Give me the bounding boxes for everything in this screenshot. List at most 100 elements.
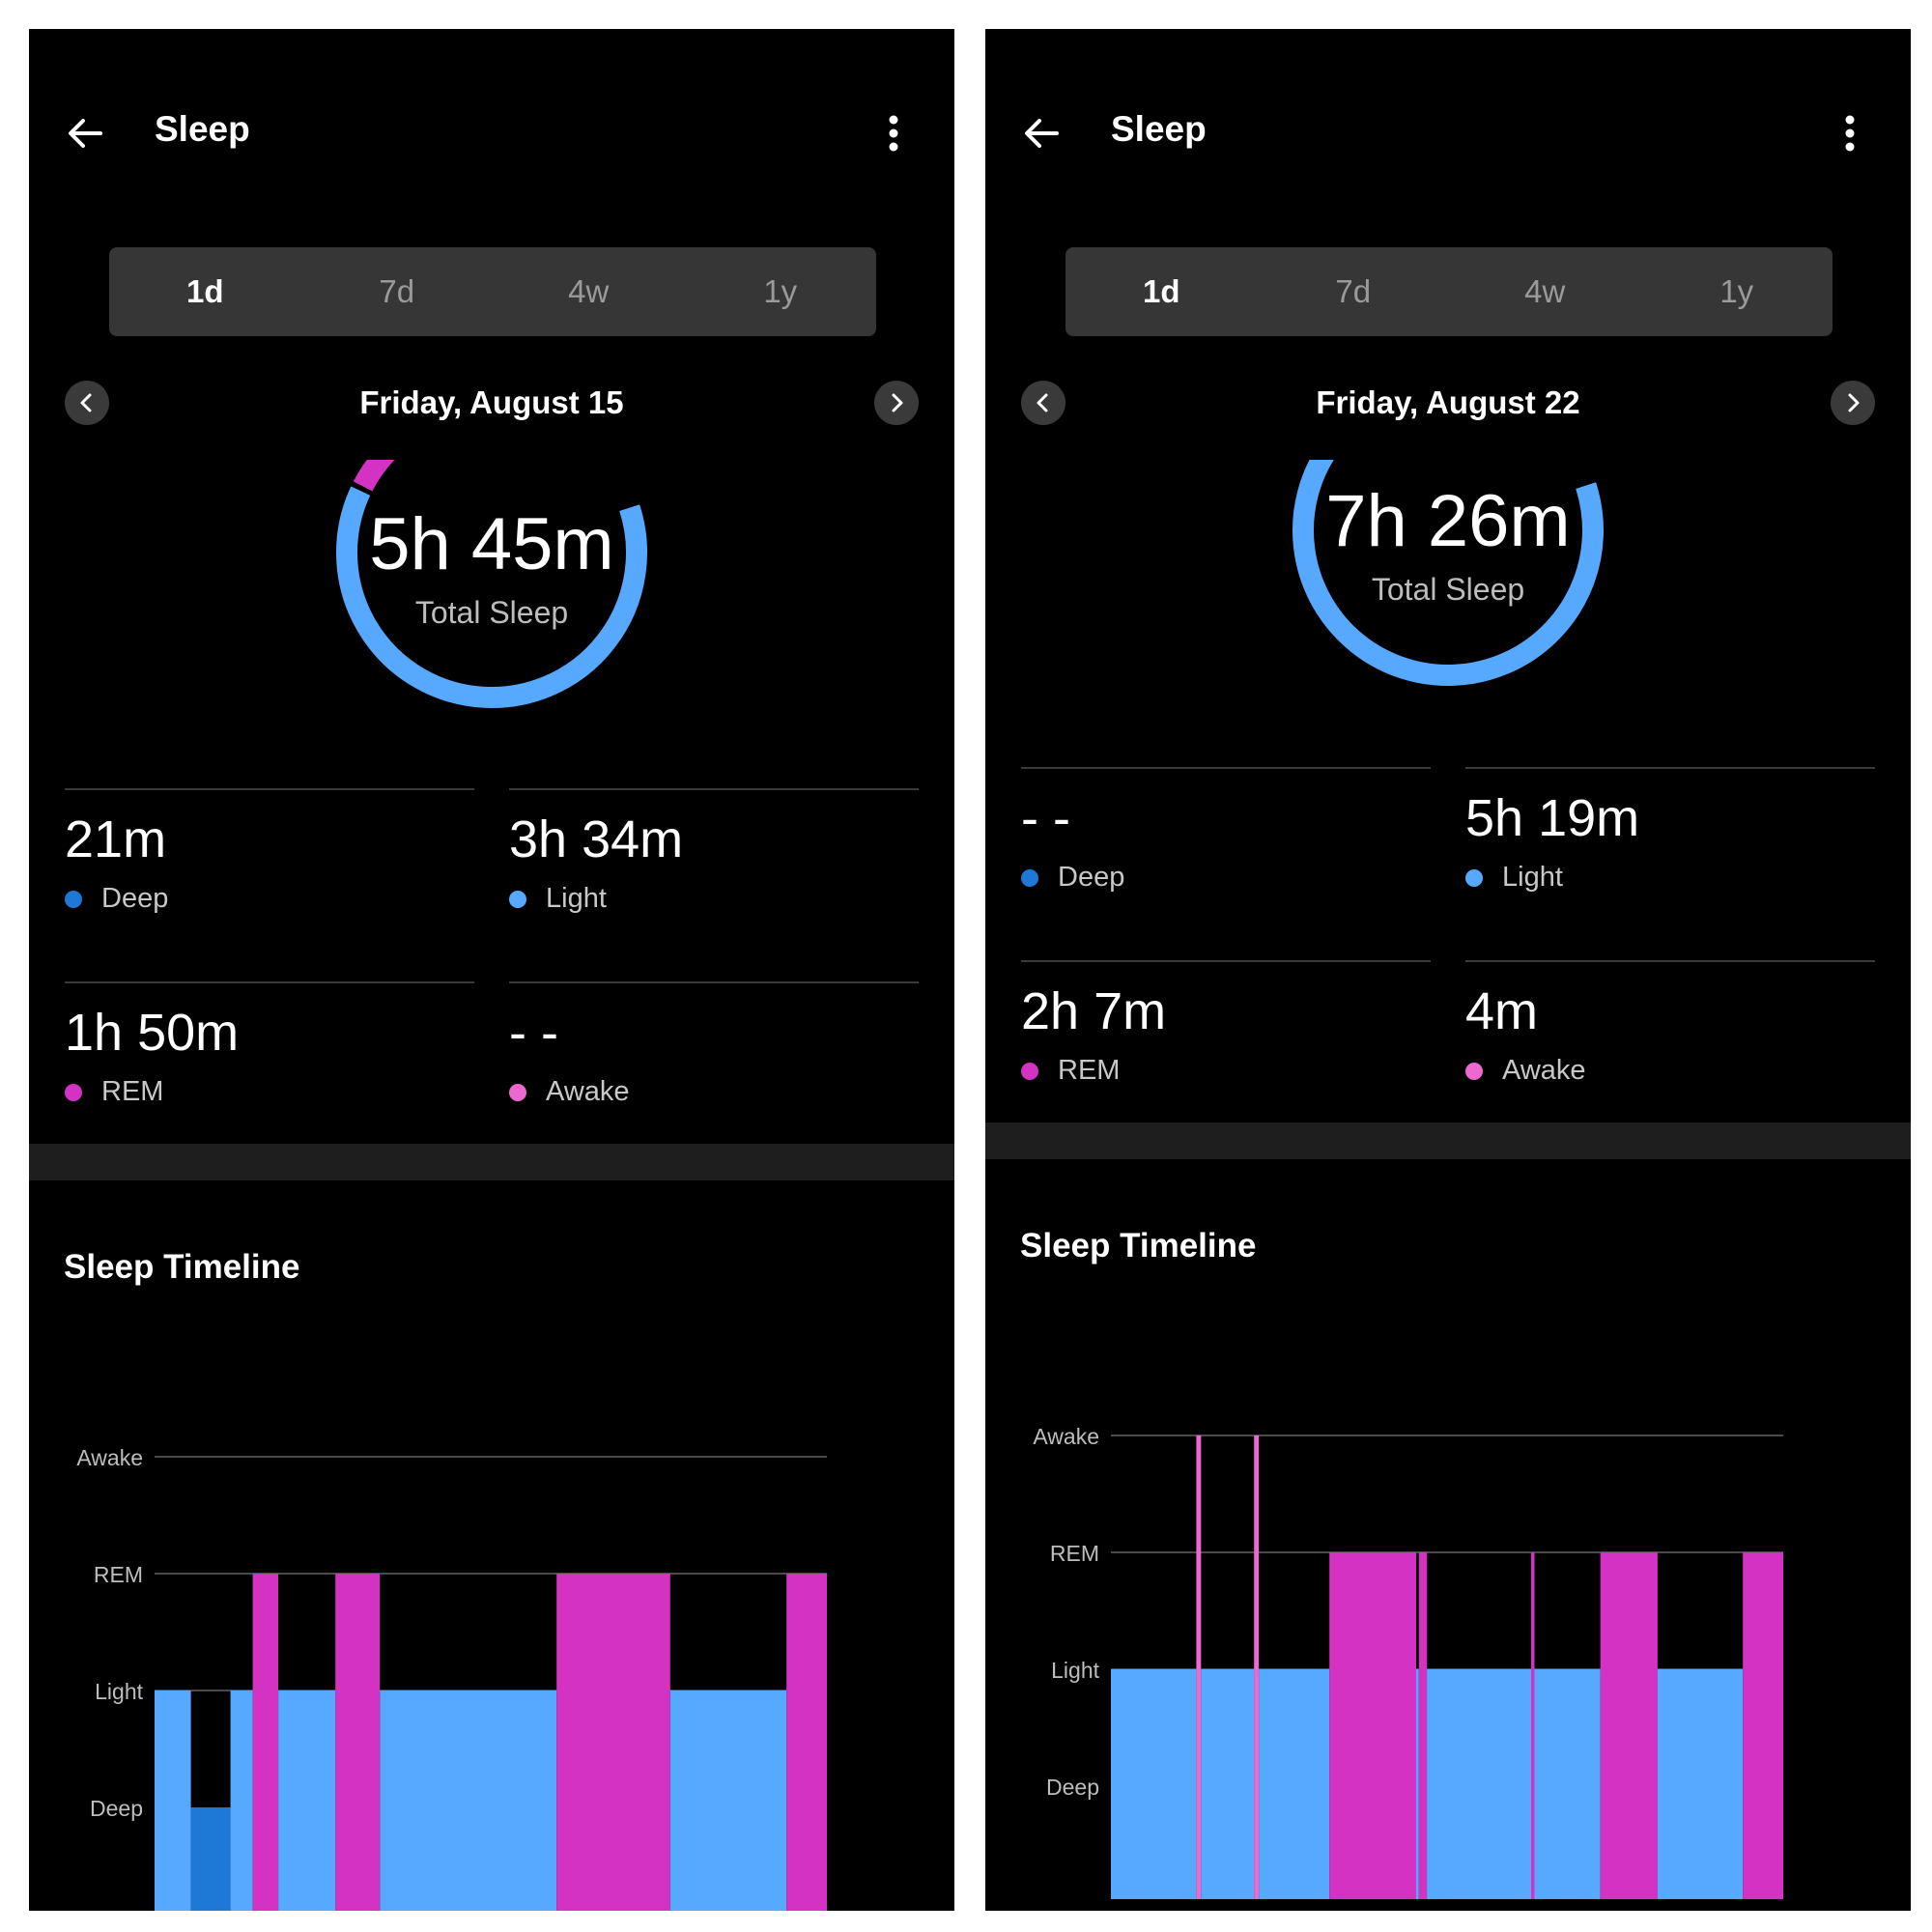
- light-legend-dot: [1465, 868, 1483, 887]
- sleep-screen-aug-22: Sleep 1d 7d 4w 1y Friday, August 22 7h 2…: [985, 29, 1911, 1911]
- timeline-segment-rem: [786, 1574, 827, 1911]
- sleep-timeline-chart: Awake REM Light Deep: [76, 1445, 827, 1911]
- back-button[interactable]: [1014, 106, 1068, 160]
- app-bar: Sleep: [985, 29, 1911, 232]
- stat-rem-label: REM: [1058, 1055, 1121, 1086]
- previous-day-button[interactable]: [65, 381, 109, 425]
- stat-light-label: Light: [1502, 862, 1563, 893]
- total-sleep-label: Total Sleep: [414, 595, 569, 630]
- total-sleep-value: 5h 45m: [369, 503, 614, 585]
- deep-legend-dot: [65, 890, 82, 908]
- stat-rem: 1h 50m REM: [65, 981, 474, 1138]
- sleep-timeline-title: Sleep Timeline: [64, 1248, 300, 1286]
- next-day-button[interactable]: [874, 381, 919, 425]
- chevron-right-icon: [1848, 393, 1860, 412]
- stat-awake-label: Awake: [546, 1076, 630, 1107]
- timeline-segment-rem: [335, 1574, 381, 1911]
- level-label-light: Light: [1051, 1658, 1099, 1683]
- next-day-button[interactable]: [1831, 381, 1875, 425]
- stat-awake: - - Awake: [509, 981, 919, 1138]
- section-divider: [29, 1144, 954, 1180]
- stat-deep-value: - -: [1021, 789, 1070, 847]
- level-label-rem: REM: [94, 1562, 143, 1587]
- timeline-segment-light: [278, 1690, 336, 1911]
- back-button[interactable]: [58, 106, 112, 160]
- stat-light-value: 5h 19m: [1465, 789, 1640, 847]
- screen-title: Sleep: [1111, 109, 1207, 149]
- timeline-grid: [1111, 1435, 1783, 1670]
- stat-awake: 4m Awake: [1465, 960, 1875, 1117]
- ring-light-segment: [336, 486, 647, 708]
- timeline-segment-light: [1416, 1669, 1419, 1899]
- level-label-awake: Awake: [76, 1445, 143, 1470]
- timeline-bars: [155, 1574, 827, 1911]
- timeline-segment-rem: [1329, 1552, 1416, 1899]
- stat-rem-value: 1h 50m: [65, 1004, 240, 1062]
- section-divider: [985, 1122, 1911, 1159]
- timeline-segment-rem: [252, 1574, 278, 1911]
- level-label-awake: Awake: [1033, 1424, 1099, 1449]
- timeline-segment-light: [1111, 1669, 1197, 1899]
- more-options-button[interactable]: [879, 106, 908, 160]
- rem-legend-dot: [65, 1083, 82, 1101]
- range-tab-1y[interactable]: 1y: [763, 273, 798, 309]
- timeline-segment-light: [1201, 1669, 1255, 1899]
- stat-rem-label: REM: [101, 1076, 164, 1107]
- timeline-segment-rem: [1743, 1552, 1783, 1899]
- selected-date: Friday, August 15: [359, 384, 624, 420]
- arrow-left-icon: [1025, 119, 1059, 148]
- ring-light-segment: [1293, 460, 1604, 686]
- timeline-segment-light: [155, 1690, 191, 1911]
- timeline-segment-rem: [1418, 1552, 1428, 1899]
- stat-light-label: Light: [546, 883, 607, 914]
- range-tab-1y[interactable]: 1y: [1719, 273, 1754, 309]
- timeline-segment-light: [230, 1690, 253, 1911]
- stat-rem: 2h 7m REM: [1021, 960, 1431, 1117]
- sleep-timeline-chart: Awake REM Light Deep: [1033, 1424, 1783, 1899]
- selected-date: Friday, August 22: [1316, 384, 1580, 420]
- range-tab-7d[interactable]: 7d: [379, 273, 415, 309]
- chevron-left-icon: [1037, 393, 1048, 412]
- range-tab-4w[interactable]: 4w: [1524, 273, 1566, 309]
- timeline-segment-rem: [1600, 1552, 1658, 1899]
- chevron-left-icon: [80, 393, 92, 412]
- level-label-deep: Deep: [90, 1796, 143, 1821]
- more-vertical-icon: [889, 115, 898, 152]
- time-range-selector: 1d 7d 4w 1y: [109, 247, 876, 336]
- sleep-timeline-title: Sleep Timeline: [1020, 1227, 1257, 1264]
- awake-legend-dot: [1465, 1062, 1483, 1080]
- app-bar: Sleep: [29, 29, 954, 232]
- stat-deep: - - Deep: [1021, 767, 1431, 923]
- stat-light: 3h 34m Light: [509, 788, 919, 945]
- range-tab-1d[interactable]: 1d: [1142, 273, 1180, 309]
- timeline-segment-light: [1657, 1669, 1744, 1899]
- stat-awake-label: Awake: [1502, 1055, 1586, 1086]
- previous-day-button[interactable]: [1021, 381, 1065, 425]
- range-tab-4w[interactable]: 4w: [568, 273, 610, 309]
- level-label-rem: REM: [1050, 1541, 1099, 1566]
- deep-legend-dot: [1021, 868, 1038, 887]
- timeline-segment-light: [380, 1690, 557, 1911]
- timeline-level-labels: Awake REM Light Deep: [76, 1445, 143, 1821]
- stat-rem-value: 2h 7m: [1021, 982, 1167, 1040]
- arrow-left-icon: [69, 119, 102, 148]
- stat-light-value: 3h 34m: [509, 810, 684, 868]
- timeline-segment-awake: [1254, 1435, 1260, 1899]
- range-tab-1d[interactable]: 1d: [185, 273, 224, 309]
- range-tab-7d[interactable]: 7d: [1335, 273, 1372, 309]
- stat-deep-label: Deep: [101, 883, 169, 914]
- timeline-segment-light: [1534, 1669, 1601, 1899]
- timeline-segment-rem: [556, 1574, 670, 1911]
- more-vertical-icon: [1845, 115, 1855, 152]
- ring-rem-segment: [353, 460, 395, 492]
- stat-awake-value: - -: [509, 1004, 558, 1062]
- timeline-segment-light: [1259, 1669, 1330, 1899]
- awake-legend-dot: [509, 1083, 526, 1101]
- timeline-segment-rem: [1531, 1552, 1535, 1899]
- timeline-segment-deep: [190, 1807, 231, 1911]
- timeline-segment-awake: [1196, 1435, 1202, 1899]
- rem-legend-dot: [1021, 1062, 1038, 1080]
- total-sleep-value: 7h 26m: [1325, 480, 1571, 562]
- more-options-button[interactable]: [1835, 106, 1864, 160]
- timeline-bars: [1111, 1435, 1783, 1899]
